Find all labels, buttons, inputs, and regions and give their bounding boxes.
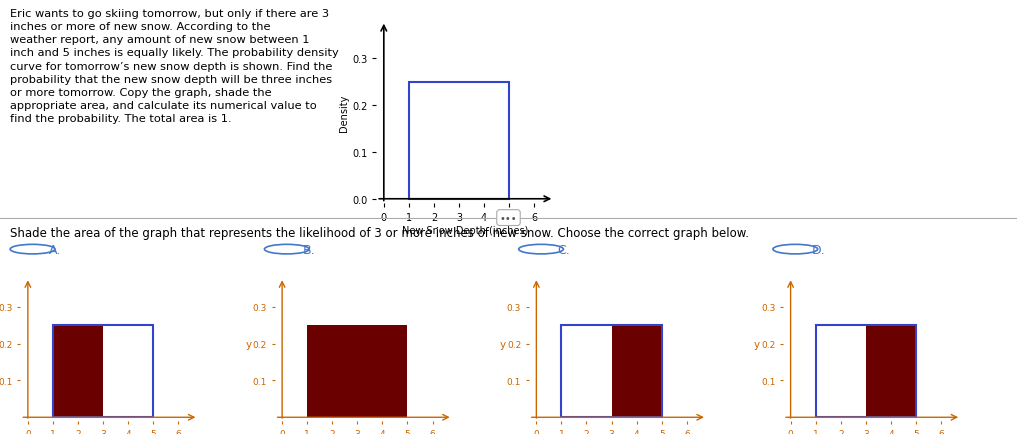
Bar xyxy=(611,326,662,418)
Bar xyxy=(53,326,103,418)
Text: •••: ••• xyxy=(499,213,518,223)
Bar xyxy=(307,326,408,418)
Text: Shade the area of the graph that represents the likelihood of 3 or more inches o: Shade the area of the graph that represe… xyxy=(10,227,750,240)
Y-axis label: y: y xyxy=(754,339,760,349)
Y-axis label: Density: Density xyxy=(339,94,349,132)
Bar xyxy=(53,326,154,418)
X-axis label: New Snow Depth (inches): New Snow Depth (inches) xyxy=(402,226,529,236)
Bar xyxy=(409,82,510,199)
Text: A.: A. xyxy=(49,243,61,256)
Text: C.: C. xyxy=(557,243,571,256)
Text: Eric wants to go skiing tomorrow, but only if there are 3
inches or more of new : Eric wants to go skiing tomorrow, but on… xyxy=(10,9,339,124)
Text: D.: D. xyxy=(812,243,825,256)
Bar xyxy=(561,326,662,418)
Bar xyxy=(816,326,916,418)
Bar xyxy=(865,326,916,418)
Text: B.: B. xyxy=(303,243,315,256)
Y-axis label: y: y xyxy=(245,339,251,349)
Y-axis label: y: y xyxy=(499,339,505,349)
